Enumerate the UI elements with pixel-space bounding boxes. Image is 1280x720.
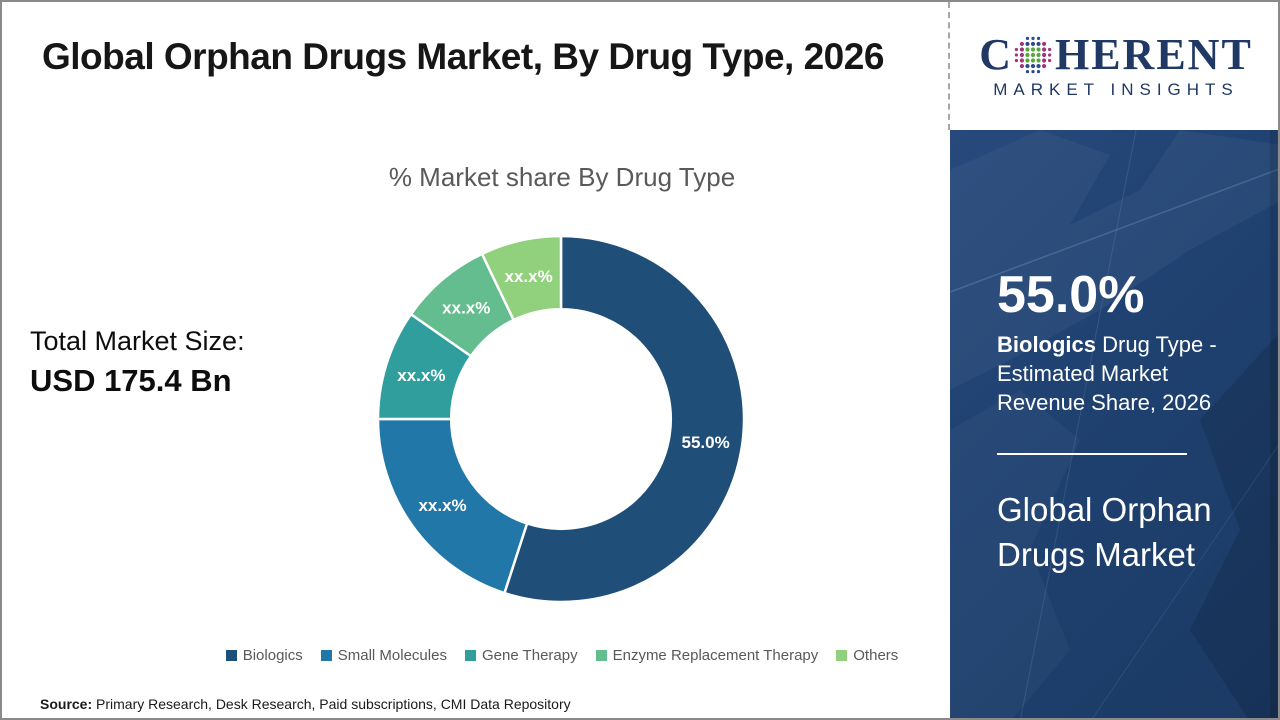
- donut-slice-others: [480, 234, 563, 322]
- donut-chart: 55.0% xx.x% xx.x% xx.x% xx.x%: [341, 199, 781, 639]
- logo-letter-c: C: [979, 29, 1011, 79]
- legend-item-others: Others: [836, 647, 898, 664]
- legend-swatch: [225, 650, 237, 661]
- page-title: Global Orphan Drugs Market, By Drug Type…: [42, 36, 884, 77]
- logo-wordmark-rest: HERENT: [1054, 29, 1253, 79]
- donut-slice-label: xx.x%: [397, 366, 445, 385]
- coherent-logo: C HERENT MARKET INSIGHTS: [950, 2, 1278, 130]
- source-text: Primary Research, Desk Research, Paid su…: [92, 696, 571, 712]
- legend-swatch: [320, 650, 332, 661]
- donut-slice-label: xx.x%: [442, 298, 490, 317]
- sidebar-map-texture: [950, 130, 1278, 718]
- legend-item-biologics: Biologics: [225, 647, 303, 664]
- total-market-size: Total Market Size: USD 175.4 Bn: [30, 326, 245, 399]
- header-divider-dashed: [948, 2, 950, 130]
- legend-swatch: [595, 650, 607, 661]
- total-market-size-label: Total Market Size:: [30, 326, 245, 356]
- legend-label: Others: [853, 647, 899, 664]
- donut-slice-label: 55.0%: [681, 433, 729, 452]
- chart-legend: Biologics Small Molecules Gene Therapy Enzy…: [62, 647, 1062, 664]
- donut-slice-label: xx.x%: [418, 496, 466, 515]
- legend-item-gene-therapy: Gene Therapy: [464, 647, 578, 664]
- sidebar: 55.0% Biologics Drug Type - Estimated Ma…: [950, 130, 1278, 718]
- coherent-logo-globe-icon: [1014, 36, 1052, 73]
- legend-item-enzyme-replacement-therapy: Enzyme Replacement Therapy: [595, 647, 819, 664]
- legend-label: Gene Therapy: [481, 647, 578, 664]
- highlight-description-bold: Biologics: [997, 331, 1097, 357]
- highlight-description-rest: Drug Type - Estimated Market Revenue Sha…: [997, 331, 1217, 415]
- donut-slice-biologics: [503, 234, 746, 604]
- total-market-size-value: USD 175.4 Bn: [30, 363, 232, 398]
- sidebar-divider: [997, 452, 1187, 455]
- source-label: Source:: [40, 696, 93, 712]
- coherent-logo-wordmark: C HERENT: [979, 29, 1253, 79]
- legend-label: Small Molecules: [337, 647, 447, 664]
- highlight-percentage: 55.0%: [997, 266, 1145, 324]
- highlight-description: Biologics Drug Type - Estimated Market R…: [997, 330, 1226, 417]
- coherent-logo-tagline: MARKET INSIGHTS: [993, 79, 1239, 99]
- legend-swatch: [836, 650, 848, 661]
- legend-label: Biologics: [242, 647, 303, 664]
- legend-label: Enzyme Replacement Therapy: [612, 647, 819, 664]
- legend-item-small-molecules: Small Molecules: [320, 647, 447, 664]
- donut-slice-small-molecules: [376, 417, 529, 595]
- source-note: Source: Primary Research, Desk Research,…: [40, 696, 571, 712]
- chart-title: % Market share By Drug Type: [388, 162, 736, 192]
- sidebar-market-name: Global Orphan Drugs Market: [997, 490, 1212, 573]
- donut-slice-label: xx.x%: [505, 267, 553, 286]
- legend-swatch: [464, 650, 476, 661]
